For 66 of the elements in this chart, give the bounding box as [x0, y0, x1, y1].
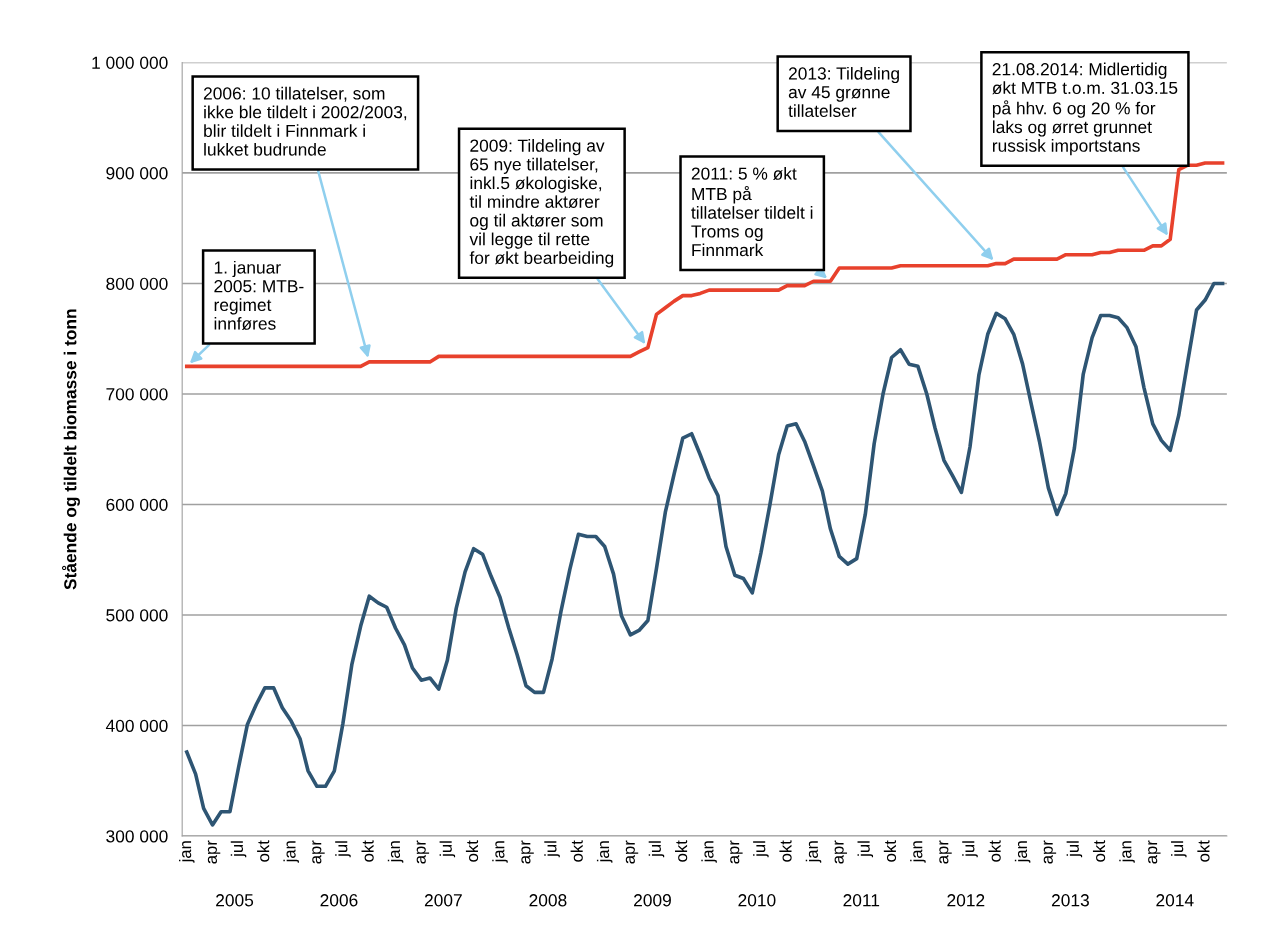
- x-tick-label: jul: [544, 841, 560, 858]
- y-tick-label: 300 000: [106, 830, 168, 843]
- x-tick-label: okt: [883, 840, 897, 862]
- annotation: 2013: Tildeling av 45 grønne tillatelser: [788, 66, 899, 118]
- text: 2013: [1051, 894, 1089, 907]
- text: 2009: [634, 894, 671, 907]
- x-tick-label: apr: [312, 840, 325, 864]
- x-tick-label: jan: [701, 841, 717, 863]
- y-tick-label: 800 000: [106, 277, 168, 290]
- x-tick-label: okt: [779, 840, 792, 862]
- x-tick-label: jul: [962, 841, 978, 858]
- x-tick-label: apr: [834, 840, 848, 864]
- x-tick-label: apr: [416, 840, 430, 864]
- annotation: 2011: 5 % økt MTB på tillatelser tildelt i Troms og Finnmark: [691, 167, 813, 257]
- x-tick-label: jul: [230, 841, 247, 858]
- x-tick-label: apr: [1043, 840, 1057, 864]
- text: 2010: [738, 894, 776, 907]
- x-tick-label: okt: [1092, 840, 1106, 862]
- y-tick-label: 900 000: [106, 167, 168, 180]
- x-tick-label: apr: [207, 840, 221, 864]
- x-tick-label: apr: [1148, 840, 1161, 864]
- x-tick-label: apr: [939, 840, 952, 864]
- text: 2011: [843, 894, 880, 907]
- x-tick-label: jan: [492, 841, 508, 863]
- line-series: [184, 281, 1225, 827]
- x-tick-label: apr: [625, 840, 639, 864]
- y-tick-label: 700 000: [106, 388, 168, 401]
- x-tick-label: okt: [465, 840, 479, 862]
- annotation: 1. januar 2005: MTB- regimet innføres: [214, 260, 304, 330]
- text: 2014: [1156, 894, 1194, 907]
- text: 2007: [424, 894, 462, 907]
- text: 2012: [947, 894, 985, 907]
- x-tick-label: jan: [1014, 841, 1031, 863]
- text: 2006: [320, 894, 358, 907]
- x-tick-label: jan: [178, 841, 195, 863]
- y-tick-label: 1 000 000: [92, 56, 168, 69]
- annotation: 2006: 10 tillatelser, som ikke ble tildelt i 2002/2003, blir tildelt i Finnmark i lukket budrunde: [203, 86, 407, 156]
- x-tick-label: jan: [387, 841, 404, 863]
- x-tick-label: jul: [439, 841, 456, 858]
- text: 2005: [216, 894, 254, 907]
- y-axis-title: Stående og tildelt biomasse i tonn: [61, 309, 80, 590]
- x-tick-label: jul: [753, 841, 769, 858]
- x-tick-label: jan: [805, 841, 822, 863]
- x-tick-label: okt: [361, 840, 374, 862]
- x-tick-label: jan: [1119, 841, 1135, 863]
- x-tick-label: apr: [730, 840, 743, 864]
- x-tick-label: jul: [1066, 841, 1083, 858]
- x-tick-label: okt: [570, 840, 583, 862]
- y-tick-label: 400 000: [105, 719, 168, 732]
- x-tick-label: jul: [648, 841, 665, 858]
- x-tick-label: okt: [257, 840, 270, 862]
- x-tick-label: jul: [857, 841, 874, 858]
- annotation: 2009: Tildeling av 65 nye tillatelser, inkl.5 økologiske, til mindre aktører og til aktører som vil legge til rette for økt bearbeiding: [469, 139, 614, 268]
- annotation: 21.08.2014: Midlertidig økt MTB t.o.m. 31.03.15 på hhv. 6 og 20 % for laks og ørret grunnet russisk importstans: [992, 62, 1178, 156]
- x-tick-label: jan: [910, 841, 926, 863]
- x-tick-label: jan: [283, 841, 299, 863]
- y-tick-label: 600 000: [106, 498, 168, 511]
- text: 2008: [529, 894, 567, 907]
- y-tick-label: 500 000: [106, 609, 168, 622]
- x-tick-label: apr: [521, 840, 534, 864]
- x-tick-label: jul: [335, 841, 351, 858]
- x-tick-label: okt: [1197, 840, 1210, 862]
- x-tick-label: jul: [1171, 841, 1187, 858]
- x-tick-label: jan: [596, 841, 613, 863]
- x-tick-label: okt: [988, 840, 1001, 862]
- x-tick-label: okt: [675, 840, 688, 862]
